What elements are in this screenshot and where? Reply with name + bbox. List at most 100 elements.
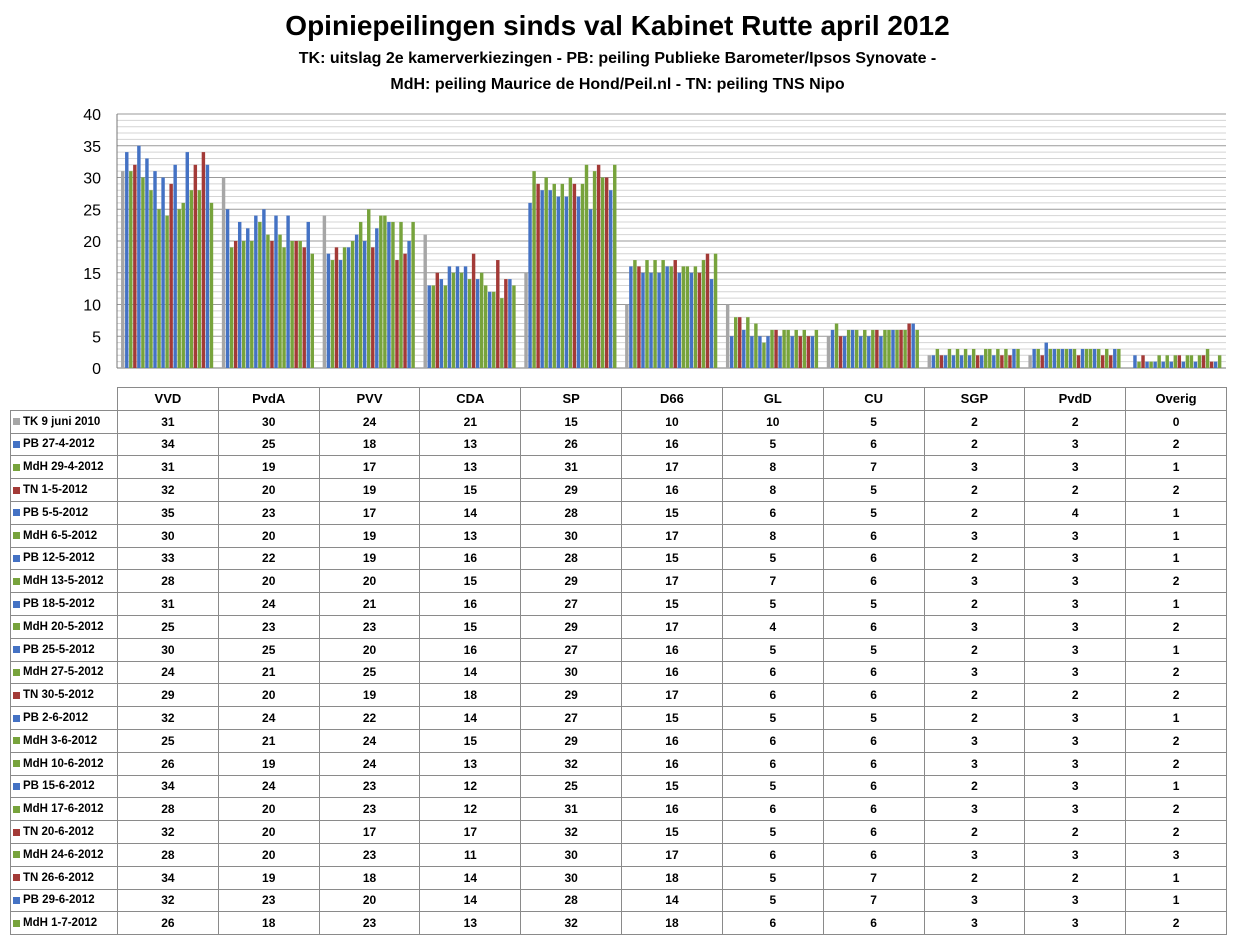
bar — [193, 164, 198, 368]
series-name: MdH 10-6-2012 — [23, 757, 104, 770]
data-value: 2 — [1125, 660, 1227, 685]
data-value: 18 — [318, 432, 421, 457]
bar — [129, 171, 133, 368]
bar — [802, 329, 806, 368]
bar — [947, 348, 952, 368]
data-value: 32 — [520, 820, 623, 844]
series-name: PB 18-5-2012 — [23, 598, 95, 611]
data-value: 0 — [1125, 409, 1227, 434]
data-value: 2 — [923, 409, 1026, 434]
table-row: PB 29-6-2012 32 23 20 14 28 14 5 7 3 3 1 — [10, 888, 1227, 913]
bar — [121, 171, 125, 368]
bar — [576, 196, 581, 368]
series-label: MdH 20-5-2012 — [10, 614, 118, 639]
legend-swatch — [13, 623, 20, 631]
legend-swatch — [13, 509, 20, 517]
bar — [790, 336, 794, 368]
data-value: 2 — [923, 546, 1026, 571]
data-value: 29 — [520, 728, 623, 753]
series-name: MdH 29-4-2012 — [23, 461, 104, 474]
data-value: 5 — [822, 706, 925, 730]
bar — [242, 241, 246, 368]
data-value: 6 — [822, 911, 925, 935]
bar — [927, 355, 932, 368]
data-value: 32 — [117, 478, 219, 502]
bar — [750, 336, 754, 368]
bar — [540, 190, 544, 368]
legend-swatch — [13, 418, 20, 426]
bar — [984, 348, 988, 368]
data-value: 28 — [117, 797, 219, 822]
data-value: 19 — [217, 455, 320, 480]
data-value: 31 — [117, 455, 219, 480]
legend-swatch — [13, 737, 20, 745]
data-value: 6 — [822, 660, 925, 685]
data-value: 2 — [923, 820, 1026, 844]
bar — [633, 260, 637, 368]
bar — [830, 329, 835, 368]
bar — [1177, 355, 1182, 368]
bar — [685, 266, 690, 368]
bar — [770, 329, 774, 368]
data-value: 24 — [117, 660, 219, 685]
bar — [1157, 355, 1161, 368]
bar — [1036, 348, 1040, 368]
data-value: 29 — [117, 683, 219, 708]
bar — [1000, 355, 1004, 368]
data-value: 3 — [1024, 911, 1127, 935]
bar — [560, 183, 565, 368]
bar — [641, 272, 645, 368]
bar — [475, 279, 480, 368]
data-value: 17 — [621, 614, 723, 639]
category-label: GL — [721, 387, 824, 411]
y-tick-label: 40 — [83, 107, 101, 124]
bar — [492, 291, 496, 368]
bar — [189, 190, 194, 368]
series-name: MdH 20-5-2012 — [23, 620, 104, 633]
data-value: 16 — [621, 660, 723, 685]
bar — [270, 241, 274, 368]
data-value: 7 — [822, 865, 925, 890]
data-value: 3 — [1024, 774, 1127, 799]
data-value: 29 — [520, 478, 623, 502]
data-value: 5 — [721, 546, 824, 571]
series-label: MdH 3-6-2012 — [10, 728, 118, 753]
data-value: 2 — [1125, 797, 1227, 822]
data-value: 1 — [1125, 500, 1227, 525]
data-value: 29 — [520, 683, 623, 708]
data-value: 16 — [419, 637, 522, 662]
bar — [407, 241, 411, 368]
data-value: 17 — [621, 842, 723, 867]
data-value: 1 — [1125, 637, 1227, 662]
bar — [951, 355, 956, 368]
bar — [592, 171, 597, 368]
data-value: 13 — [419, 432, 522, 457]
bar — [1117, 348, 1121, 368]
bar — [1185, 355, 1190, 368]
bar — [584, 164, 589, 368]
bar — [879, 336, 883, 368]
data-value: 23 — [318, 911, 421, 935]
bar — [1072, 348, 1077, 368]
data-value: 16 — [621, 432, 723, 457]
bar — [899, 329, 903, 368]
data-value: 6 — [822, 569, 925, 594]
bar — [1193, 361, 1198, 368]
data-value: 5 — [822, 409, 925, 434]
bar — [201, 152, 206, 368]
data-value: 32 — [520, 751, 623, 776]
data-value: 23 — [318, 797, 421, 822]
bar — [375, 228, 379, 368]
bar — [1068, 348, 1073, 368]
data-value: 6 — [822, 546, 925, 571]
data-value: 3 — [923, 842, 1026, 867]
data-value: 20 — [217, 820, 320, 844]
series-label: PB 25-5-2012 — [10, 637, 118, 662]
category-label: PvdA — [217, 387, 320, 411]
data-value: 28 — [520, 888, 623, 913]
bar — [451, 272, 456, 368]
bar — [326, 253, 331, 368]
data-value: 25 — [318, 660, 421, 685]
data-value: 3 — [1024, 637, 1127, 662]
data-value: 15 — [621, 546, 723, 571]
